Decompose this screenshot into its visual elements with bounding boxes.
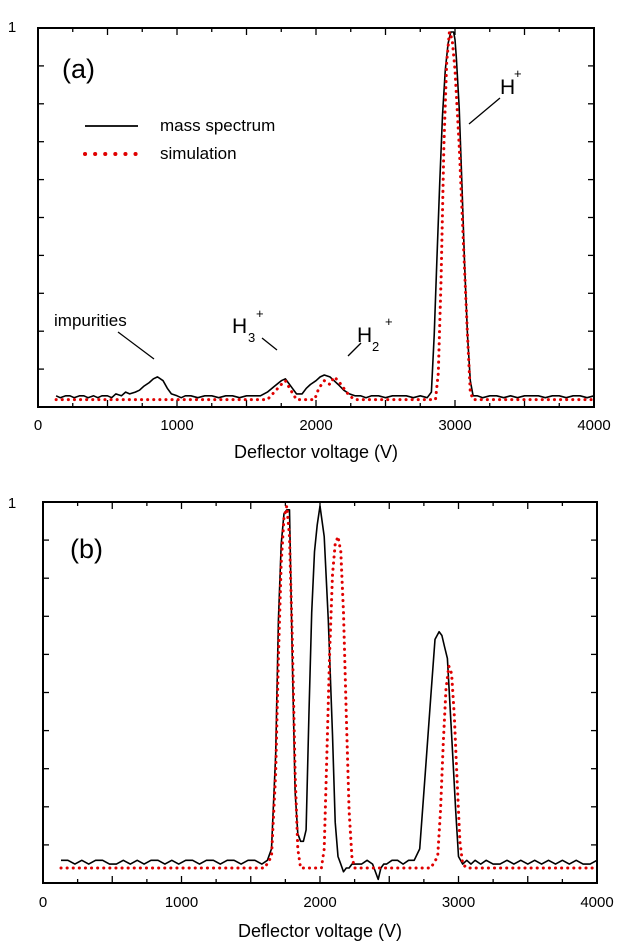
- x-tick-label: 4000: [577, 417, 610, 434]
- legend-label: mass spectrum: [160, 116, 275, 135]
- y-tick-label: 1: [8, 495, 16, 512]
- x-tick-label: 3000: [442, 894, 475, 911]
- annotation-leader: [117, 331, 155, 360]
- x-tick-label: 0: [34, 417, 42, 434]
- panel-label: (b): [70, 534, 103, 564]
- x-tick-label: 3000: [438, 417, 471, 434]
- y-tick-label: 1: [8, 19, 16, 36]
- annotation-superscript: +: [256, 306, 264, 321]
- annotation-label: H: [500, 76, 515, 99]
- x-tick-label: 0: [39, 894, 47, 911]
- legend-label: simulation: [160, 144, 237, 163]
- series-line-mass-spectrum: [61, 505, 598, 881]
- x-tick-label: 1000: [160, 417, 193, 434]
- plot-frame: [42, 501, 598, 884]
- series-line-mass-spectrum: [55, 31, 595, 399]
- x-tick-label: 2000: [303, 894, 336, 911]
- series-line-simulation: [59, 504, 599, 870]
- annotation-leader: [261, 337, 278, 351]
- annotation-superscript: +: [385, 314, 393, 329]
- annotation-leader: [347, 342, 362, 357]
- annotation-subscript: 3: [248, 330, 255, 345]
- x-axis-title: Deflector voltage (V): [238, 921, 402, 941]
- panel-b: 0 1000 2000 3000 4000 1 Deflector voltage (V) (…: [8, 495, 614, 941]
- annotation-label: H: [357, 324, 372, 347]
- annotation-superscript: +: [514, 66, 522, 81]
- x-tick-label: 4000: [580, 894, 613, 911]
- panel-label: (a): [62, 54, 95, 84]
- x-tick-label: 2000: [299, 417, 332, 434]
- annotation-leader: [468, 97, 501, 125]
- panel-a: 0 1000 2000 3000 4000 1 Deflector voltage (V) (…: [8, 19, 611, 462]
- x-axis-title: Deflector voltage (V): [234, 442, 398, 462]
- annotation-subscript: 2: [372, 339, 379, 354]
- annotation-label: H: [232, 315, 247, 338]
- annotation-label: impurities: [54, 311, 127, 330]
- x-tick-label: 1000: [165, 894, 198, 911]
